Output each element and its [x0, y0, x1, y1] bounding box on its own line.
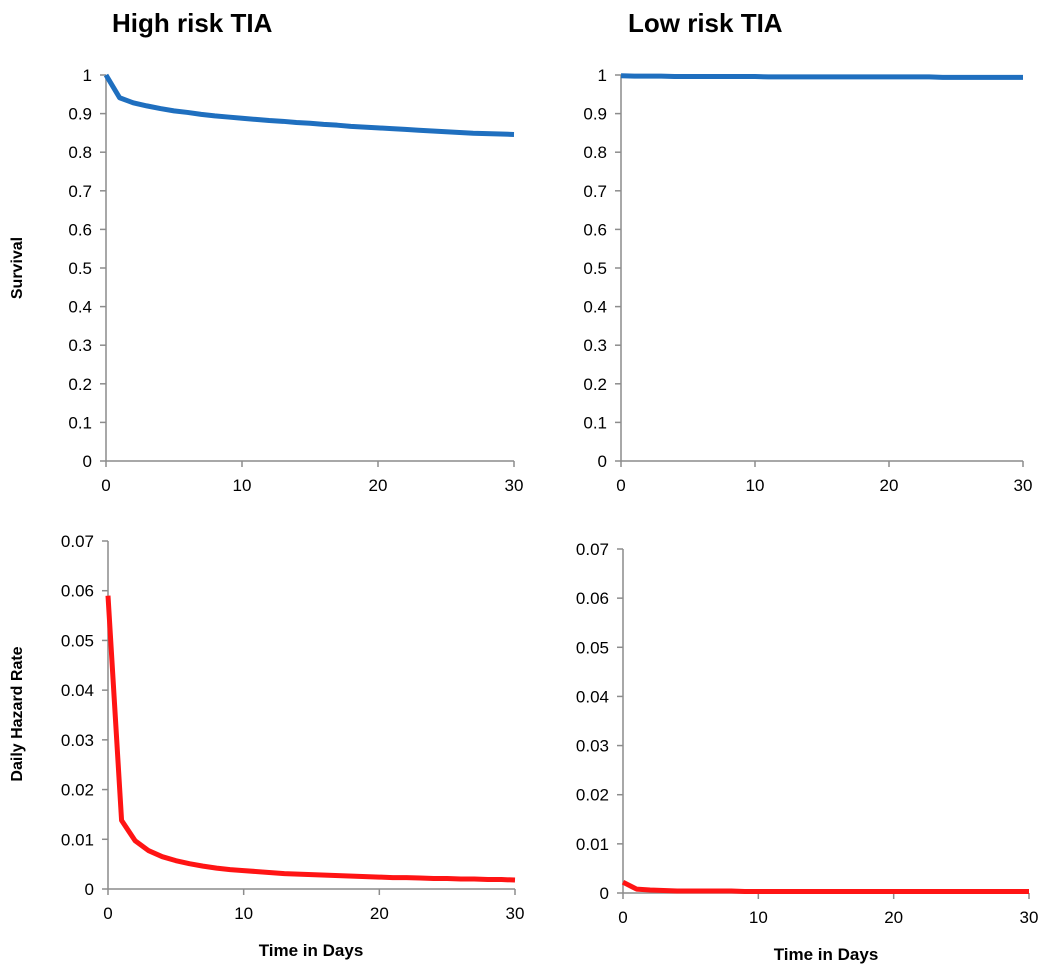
y-tick-label: 0.5 [583, 259, 607, 278]
x-tick-label: 20 [884, 908, 903, 927]
y-tick-label: 0.4 [68, 298, 92, 317]
y-tick-label: 0 [85, 880, 94, 899]
y-tick-label: 0.7 [68, 182, 92, 201]
x-axis-title: Time in Days [259, 941, 364, 960]
y-tick-label: 0.03 [576, 737, 609, 756]
y-tick-label: 0.06 [61, 582, 94, 601]
y-tick-label: 0 [83, 452, 92, 471]
chart-hazard-low-risk: 0 0.01 0.02 0.03 0.04 0.05 0.06 0.07 0 10 20 30 Time… [576, 540, 1039, 964]
title-low-risk: Low risk TIA [628, 8, 783, 38]
y-tick-label: 0.3 [68, 336, 92, 355]
y-tick-label: 0.1 [583, 413, 607, 432]
y-tick-label: 0.07 [576, 540, 609, 559]
y-tick-label: 1 [598, 66, 607, 85]
y-tick-label: 0.04 [61, 681, 94, 700]
y-tick-label: 0.6 [68, 220, 92, 239]
y-tick-label: 0.5 [68, 259, 92, 278]
chart-survival-low-risk: 00.10.20.30.40.50.60.70.80.910 10 20 30 [583, 66, 1032, 495]
y-tick-label: 0.8 [68, 143, 92, 162]
title-high-risk: High risk TIA [112, 8, 273, 38]
x-tick-label: 0 [618, 908, 627, 927]
x-tick-label: 30 [505, 476, 524, 495]
y-tick-label: 0.9 [68, 105, 92, 124]
y-tick-label: 0.01 [576, 835, 609, 854]
y-axis-title: Daily Hazard Rate [9, 646, 26, 781]
chart-hazard-high-risk: 0 0.01 0.02 0.03 0.04 0.05 0.06 0.07 0 10 20 30 Dail… [9, 532, 524, 960]
y-tick-label: 0.06 [576, 589, 609, 608]
series-line [620, 73, 1023, 80]
y-tick-label: 0.2 [68, 375, 92, 394]
x-tick-label: 20 [369, 476, 388, 495]
x-tick-label: 30 [506, 904, 525, 923]
x-tick-label: 20 [370, 904, 389, 923]
y-tick-label: 0.04 [576, 687, 609, 706]
y-tick-label: 0 [600, 884, 609, 903]
y-tick-label: 0.01 [61, 830, 94, 849]
y-tick-label: 0.8 [583, 143, 607, 162]
y-tick-label: 0.4 [583, 298, 607, 317]
series-line [103, 73, 515, 137]
x-tick-label: 0 [616, 476, 625, 495]
x-tick-label: 30 [1014, 476, 1033, 495]
y-tick-label: 1 [83, 66, 92, 85]
y-tick-label: 0.3 [583, 336, 607, 355]
y-tick-label: 0.03 [61, 731, 94, 750]
x-axis-title: Time in Days [774, 945, 879, 964]
y-tick-label: 0.7 [583, 182, 607, 201]
x-tick-label: 10 [234, 904, 253, 923]
y-tick-label: 0.05 [576, 638, 609, 657]
y-tick-label: 0.07 [61, 532, 94, 551]
y-tick-label: 0.9 [583, 105, 607, 124]
x-tick-label: 30 [1020, 908, 1039, 927]
x-tick-label: 20 [880, 476, 899, 495]
series-line [621, 879, 1029, 895]
x-tick-label: 10 [746, 476, 765, 495]
x-tick-label: 10 [233, 476, 252, 495]
y-tick-label: 0.05 [61, 631, 94, 650]
chart-survival-high-risk: 00.10.20.30.40.50.60.70.80.910 10 20 30Surv… [9, 66, 523, 495]
y-tick-label: 0.02 [576, 786, 609, 805]
series-line [105, 595, 516, 883]
x-tick-label: 0 [103, 904, 112, 923]
x-tick-label: 0 [101, 476, 110, 495]
y-tick-label: 0.1 [68, 413, 92, 432]
y-tick-label: 0 [598, 452, 607, 471]
y-axis-title: Survival [9, 237, 26, 299]
x-tick-label: 10 [749, 908, 768, 927]
y-tick-label: 0.6 [583, 220, 607, 239]
y-tick-label: 0.02 [61, 781, 94, 800]
y-tick-label: 0.2 [583, 375, 607, 394]
